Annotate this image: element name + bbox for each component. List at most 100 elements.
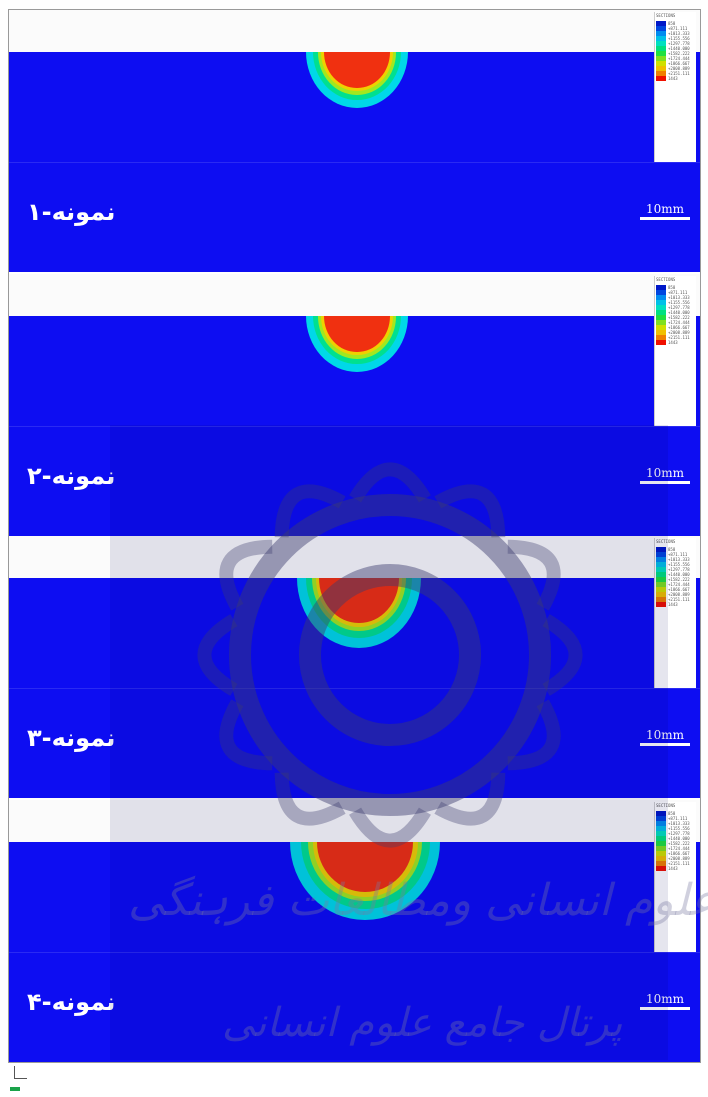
legend-value: +1866.667 <box>668 851 690 856</box>
legend-swatch <box>656 66 666 71</box>
scale-bar-label: 10mm <box>645 728 685 742</box>
legend-value: +2151.111 <box>668 71 690 76</box>
legend-entry: 1443 <box>656 866 695 871</box>
legend-value: +2151.111 <box>668 335 690 340</box>
legend-value: +1440.000 <box>668 572 690 577</box>
legend-entry: +1866.667 <box>656 587 695 592</box>
legend-value: +1013.333 <box>668 821 690 826</box>
legend-swatch <box>656 821 666 826</box>
scale-bar-line <box>640 743 690 746</box>
legend-swatch <box>656 552 666 557</box>
contour-legend: SECTIONS 858 +871.111 +1013.333 +1155.556 +12… <box>654 12 696 162</box>
legend-entry: +1440.000 <box>656 46 695 51</box>
legend-value: +1297.778 <box>668 831 690 836</box>
legend-entry: +1724.444 <box>656 582 695 587</box>
legend-entry: +1724.444 <box>656 56 695 61</box>
legend-entry: +871.111 <box>656 26 695 31</box>
legend-value: +1440.000 <box>668 836 690 841</box>
legend-swatch <box>656 285 666 290</box>
legend-value: +1013.333 <box>668 557 690 562</box>
legend-swatch <box>656 76 666 81</box>
legend-swatch <box>656 31 666 36</box>
watermark-backdrop <box>110 425 668 1060</box>
legend-value: +1013.333 <box>668 295 690 300</box>
legend-value: +1582.222 <box>668 577 690 582</box>
legend-value: +2151.111 <box>668 861 690 866</box>
legend-value: +1724.444 <box>668 846 690 851</box>
legend-value: 1443 <box>668 76 678 81</box>
legend-swatch <box>656 557 666 562</box>
legend-value: +871.111 <box>668 290 688 295</box>
panel-top-strip <box>9 274 700 316</box>
legend-value: 858 <box>668 21 676 26</box>
legend-swatch <box>656 340 666 345</box>
scale-bar-line <box>640 481 690 484</box>
legend-swatch <box>656 41 666 46</box>
legend-entry: +871.111 <box>656 290 695 295</box>
legend-entry: +1440.000 <box>656 310 695 315</box>
legend-entry: +1297.778 <box>656 41 695 46</box>
legend-entry: +1297.778 <box>656 305 695 310</box>
legend-value: 858 <box>668 285 676 290</box>
simulation-panel-1: SECTIONS 858 +871.111 +1013.333 +1155.556 +12… <box>9 10 700 272</box>
contour-legend: SECTIONS 858 +871.111 +1013.333 +1155.556 +12… <box>654 802 696 952</box>
legend-entry: +1155.556 <box>656 826 695 831</box>
legend-entry: +2008.889 <box>656 592 695 597</box>
figure-frame: SECTIONS 858 +871.111 +1013.333 +1155.556 +12… <box>8 9 701 1063</box>
legend-value: 858 <box>668 547 676 552</box>
legend-swatch <box>656 856 666 861</box>
legend-value: +1155.556 <box>668 300 690 305</box>
simulation-panel-4: SECTIONS 858 +871.111 +1013.333 +1155.556 +12… <box>9 800 700 1062</box>
legend-swatch <box>656 36 666 41</box>
legend-swatch <box>656 51 666 56</box>
scale-bar-label: 10mm <box>645 202 685 216</box>
legend-value: +2151.111 <box>668 597 690 602</box>
axis-marker-icon <box>10 1087 20 1091</box>
legend-value: +1440.000 <box>668 310 690 315</box>
legend-entry: 858 <box>656 285 695 290</box>
legend-swatch <box>656 572 666 577</box>
simulation-panel-3: SECTIONS 858 +871.111 +1013.333 +1155.556 +12… <box>9 536 700 798</box>
legend-swatch <box>656 315 666 320</box>
legend-swatch <box>656 577 666 582</box>
legend-swatch <box>656 811 666 816</box>
panel-top-strip <box>9 536 700 578</box>
legend-entry: +2008.889 <box>656 856 695 861</box>
legend-value: +1866.667 <box>668 325 690 330</box>
legend-swatch <box>656 866 666 871</box>
legend-swatch <box>656 861 666 866</box>
legend-entry: +2151.111 <box>656 861 695 866</box>
scale-bar: 10mm <box>640 202 690 220</box>
legend-swatch <box>656 841 666 846</box>
legend-swatch <box>656 562 666 567</box>
legend-swatch <box>656 567 666 572</box>
legend-entry: +2008.889 <box>656 330 695 335</box>
legend-swatch <box>656 325 666 330</box>
legend-entry: +1013.333 <box>656 821 695 826</box>
legend-value: +1582.222 <box>668 51 690 56</box>
legend-value: +1724.444 <box>668 582 690 587</box>
legend-swatch <box>656 846 666 851</box>
legend-entry: +1013.333 <box>656 295 695 300</box>
legend-value: +1297.778 <box>668 567 690 572</box>
legend-swatch <box>656 56 666 61</box>
legend-entry: +1724.444 <box>656 846 695 851</box>
legend-value: +1724.444 <box>668 56 690 61</box>
legend-value: +1155.556 <box>668 562 690 567</box>
legend-swatch <box>656 587 666 592</box>
legend-entry: +2008.889 <box>656 66 695 71</box>
legend-swatch <box>656 61 666 66</box>
sample-label: نمونه-۲ <box>27 462 116 490</box>
legend-value: +1582.222 <box>668 841 690 846</box>
simulation-panel-2: SECTIONS 858 +871.111 +1013.333 +1155.556 +12… <box>9 274 700 536</box>
legend-value: +1724.444 <box>668 320 690 325</box>
sample-label: نمونه-۴ <box>27 988 116 1016</box>
legend-swatch <box>656 21 666 26</box>
scale-bar: 10mm <box>640 466 690 484</box>
legend-header: SECTIONS <box>656 13 676 18</box>
scale-bar: 10mm <box>640 992 690 1010</box>
legend-value: +1582.222 <box>668 315 690 320</box>
legend-swatch <box>656 851 666 856</box>
legend-entry: +2151.111 <box>656 335 695 340</box>
mesh-line <box>9 162 700 163</box>
